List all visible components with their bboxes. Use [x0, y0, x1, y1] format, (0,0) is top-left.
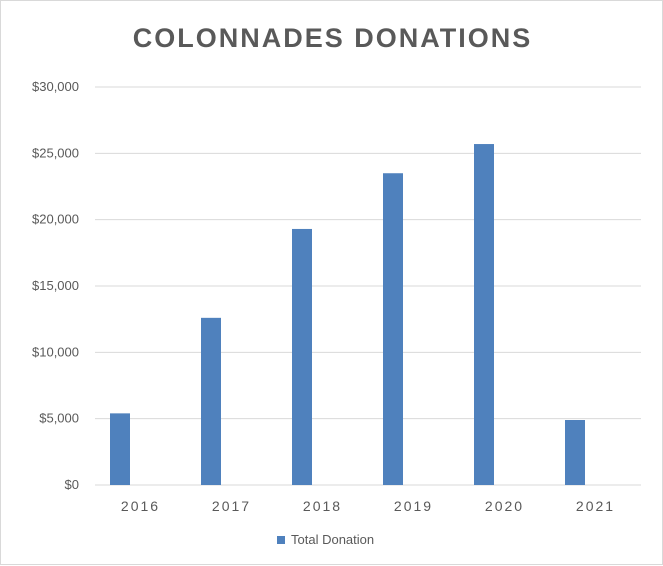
x-tick-label: 2020	[485, 498, 524, 514]
legend: Total Donation	[277, 532, 374, 547]
bar-2019	[383, 173, 403, 485]
y-tick-label: $5,000	[39, 411, 79, 426]
x-tick-label: 2019	[394, 498, 433, 514]
legend-swatch	[277, 536, 285, 544]
x-tick-label: 2021	[576, 498, 615, 514]
bar-2017	[201, 318, 221, 485]
legend-label: Total Donation	[291, 532, 374, 547]
x-axis-ticks: 2016 2017 2018 2019 2020 2021	[121, 498, 615, 514]
bar-2016	[110, 413, 130, 485]
y-tick-label: $25,000	[32, 145, 79, 160]
y-axis-ticks: $0 $5,000 $10,000 $15,000 $20,000 $25,000 $30,…	[32, 79, 79, 492]
x-tick-label: 2017	[212, 498, 251, 514]
y-tick-label: $30,000	[32, 79, 79, 94]
y-tick-label: $15,000	[32, 278, 79, 293]
y-tick-label: $10,000	[32, 344, 79, 359]
bar-series	[110, 144, 585, 485]
x-tick-label: 2018	[303, 498, 342, 514]
x-tick-label: 2016	[121, 498, 160, 514]
bar-2018	[292, 229, 312, 485]
y-tick-label: $0	[65, 477, 79, 492]
y-tick-label: $20,000	[32, 212, 79, 227]
bar-2021	[565, 420, 585, 485]
bar-2020	[474, 144, 494, 485]
gridlines	[95, 87, 641, 485]
